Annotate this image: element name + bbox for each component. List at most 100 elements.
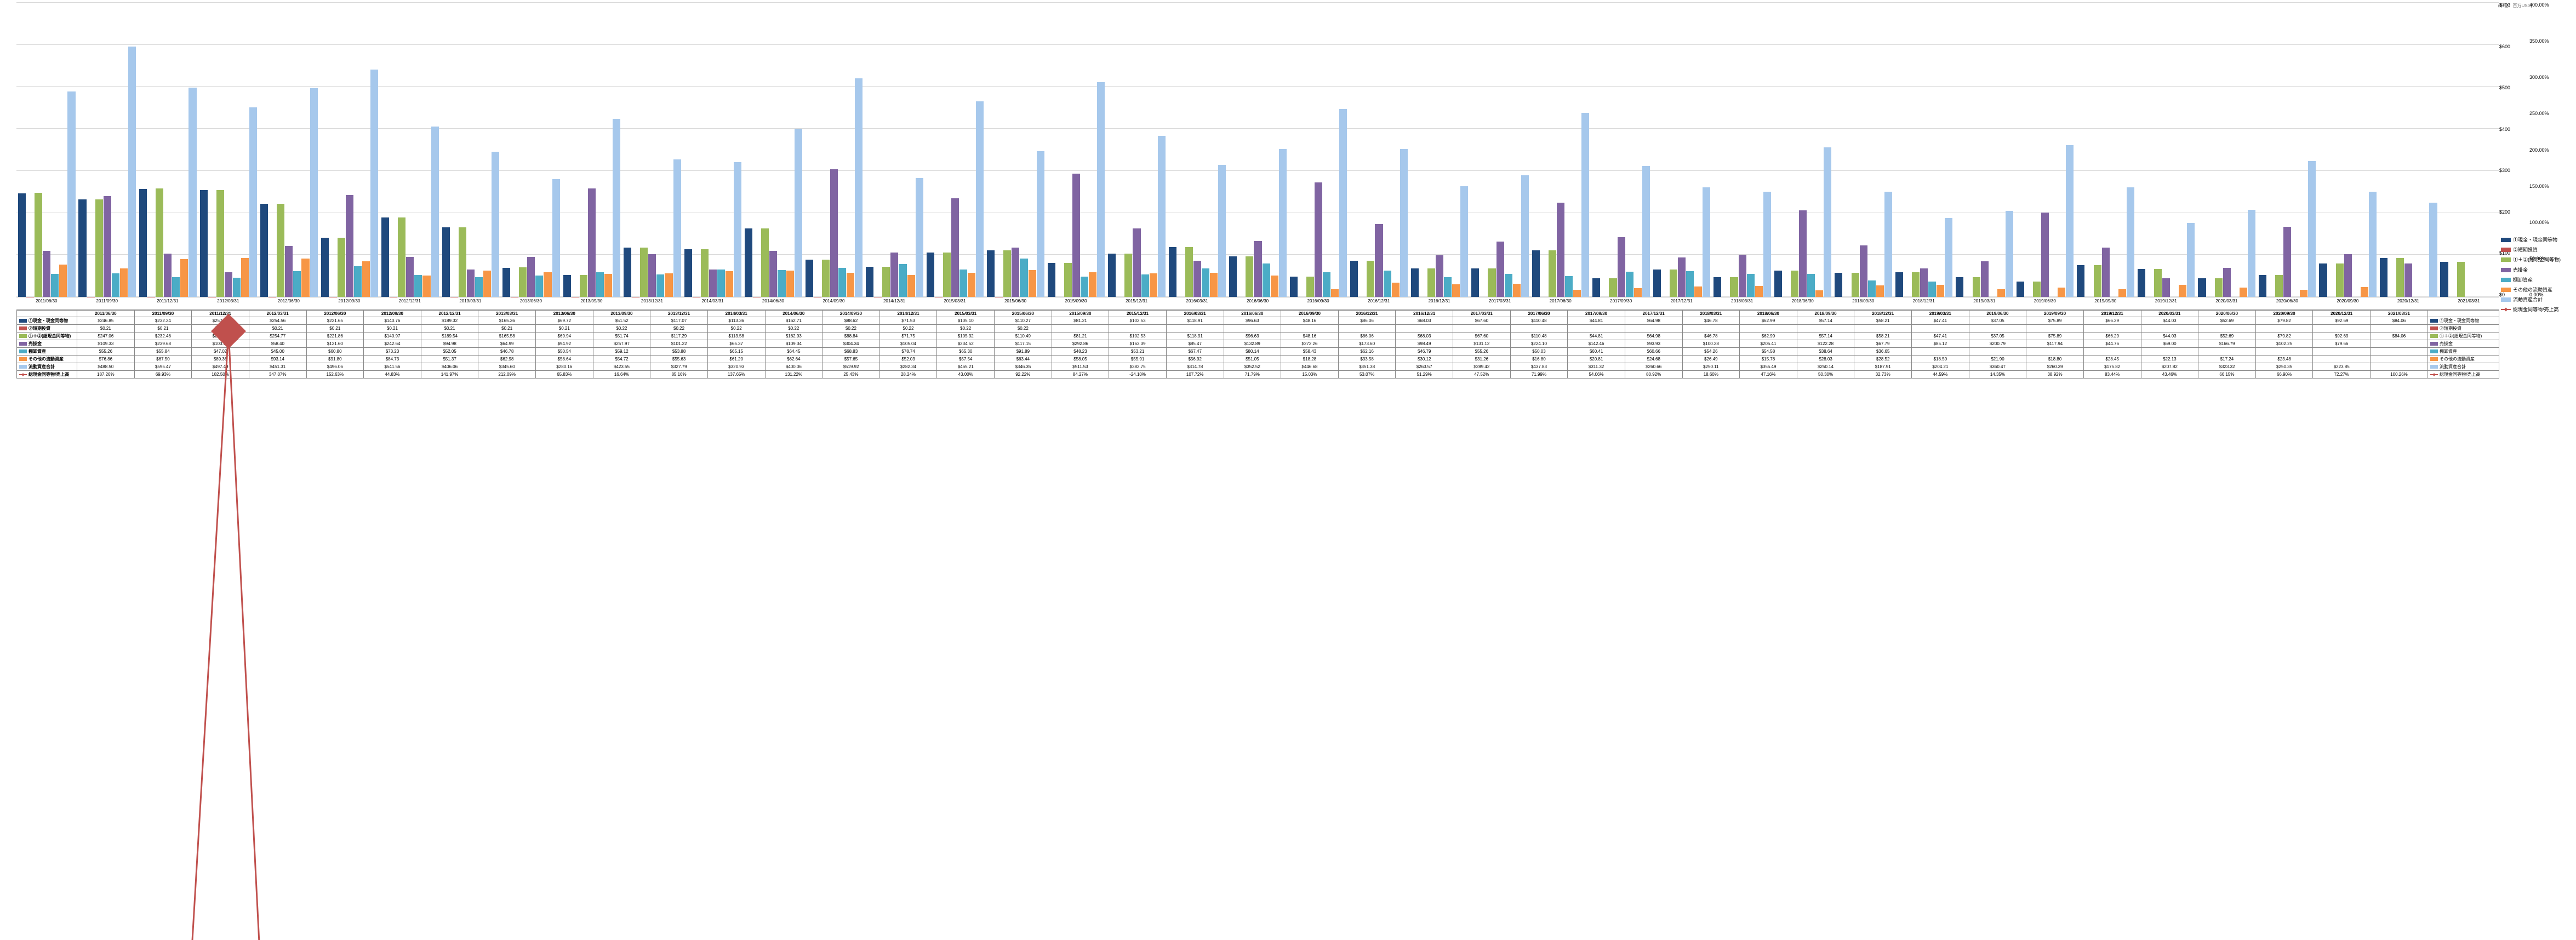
- cell: $131.12: [1453, 340, 1511, 348]
- cell: $382.75: [1109, 363, 1167, 371]
- cell: 80.92%: [1625, 371, 1682, 379]
- bar-ar: [830, 169, 838, 297]
- period-group: [1167, 3, 1228, 297]
- cell: [1969, 348, 2026, 356]
- bar-cash_plus: [1306, 277, 1314, 297]
- y-tick-pct: 400.00%: [2529, 3, 2554, 8]
- y-tick-dollar: $200: [2499, 210, 2524, 215]
- cell: $0.22: [937, 325, 995, 333]
- bar-total_ca: [1460, 186, 1468, 297]
- bar-cash_plus: [943, 253, 951, 297]
- cell: 18.60%: [1682, 371, 1740, 379]
- period-group: [319, 3, 380, 297]
- x-label: 2020/12/31: [2378, 297, 2439, 309]
- bar-inventory: [233, 278, 241, 297]
- legend-label: ①現金・現金同等物: [2513, 236, 2557, 244]
- cell: $162.71: [765, 317, 823, 325]
- cell: $282.34: [879, 363, 937, 371]
- cell: $311.32: [1568, 363, 1625, 371]
- bar-cash_plus: [156, 188, 163, 297]
- bar-other_ca: [1392, 283, 1400, 297]
- legend-label: ①＋②(総現金同等物): [2513, 255, 2561, 264]
- cell: $52.03: [879, 356, 937, 363]
- cell: $62.99: [1740, 317, 1797, 325]
- bar-total_ca: [2066, 145, 2074, 297]
- cell: $173.60: [1338, 340, 1396, 348]
- bar-inventory: [112, 273, 119, 297]
- x-label: 2015/12/31: [1106, 297, 1167, 309]
- bar-cash: [1048, 263, 1055, 297]
- period-group: [2257, 3, 2318, 297]
- cell: 72.27%: [2313, 371, 2371, 379]
- x-label: 2016/09/30: [1288, 297, 1349, 309]
- cell: $30.12: [1396, 356, 1453, 363]
- bar-cash: [1713, 277, 1721, 297]
- table-col-header: 2017/09/30: [1568, 311, 1625, 317]
- period-group: [1894, 3, 1955, 297]
- table-col-header: 2013/06/30: [536, 311, 593, 317]
- period-group: [2015, 3, 2076, 297]
- cell: 141.97%: [421, 371, 478, 379]
- cell: 44.59%: [1912, 371, 1969, 379]
- cell: $118.91: [1166, 317, 1224, 325]
- bar-ar: [1799, 210, 1807, 297]
- bar-total_ca: [1642, 166, 1650, 297]
- x-label: 2019/09/30: [2076, 297, 2137, 309]
- bar-inventory: [656, 274, 664, 297]
- bar-other_ca: [1150, 273, 1157, 297]
- period-group: [1773, 3, 1834, 297]
- bar-cash_plus: [1791, 271, 1798, 297]
- bar-total_ca: [1158, 136, 1166, 297]
- bar-total_ca: [1400, 149, 1408, 297]
- bar-inventory: [596, 272, 604, 297]
- cell: $31.26: [1453, 356, 1511, 363]
- bar-total_ca: [673, 159, 681, 297]
- cell: $0.21: [306, 325, 364, 333]
- bar-ar: [890, 253, 898, 297]
- bar-cash_plus: [519, 267, 527, 297]
- cell: 14.35%: [1969, 371, 2026, 379]
- cell: 131.22%: [765, 371, 823, 379]
- bar-other_ca: [968, 273, 975, 297]
- cell: $50.54: [536, 348, 593, 356]
- cell: $96.63: [1224, 333, 1281, 340]
- bar-total_ca: [1581, 113, 1589, 297]
- cell: $257.47: [192, 333, 249, 340]
- x-label: 2018/09/30: [1833, 297, 1894, 309]
- bar-other_ca: [726, 271, 733, 297]
- cell: 71.79%: [1224, 371, 1281, 379]
- cell: $360.47: [1969, 363, 2026, 371]
- bar-cash: [1532, 250, 1540, 297]
- cell: $24.68: [1625, 356, 1682, 363]
- table-col-header: 2014/12/31: [879, 311, 937, 317]
- bar-other_ca: [1573, 290, 1581, 297]
- table-col-header: 2012/06/30: [306, 311, 364, 317]
- cell: 347.07%: [249, 371, 306, 379]
- bar-cash: [1229, 256, 1237, 297]
- cell: [2255, 348, 2313, 356]
- cell: $260.66: [1625, 363, 1682, 371]
- cell: $189.54: [421, 333, 478, 340]
- period-group: [743, 3, 804, 297]
- cell: 43.00%: [937, 371, 995, 379]
- bar-ar: [346, 195, 353, 297]
- cell: $465.21: [937, 363, 995, 371]
- cell: $320.93: [707, 363, 765, 371]
- cell: $81.21: [1052, 333, 1109, 340]
- table-col-header: 2019/03/31: [1912, 311, 1969, 317]
- legend-swatch: [2501, 297, 2511, 302]
- legend-swatch: [2501, 238, 2511, 242]
- x-label: 2017/03/31: [1470, 297, 1530, 309]
- table-row: 流動資産合計$488.50$595.47$497.49$451.31$496.0…: [17, 363, 2499, 371]
- cell: $33.58: [1338, 356, 1396, 363]
- cell: $75.89: [2026, 333, 2084, 340]
- cell: 28.24%: [879, 371, 937, 379]
- period-group: [1652, 3, 1712, 297]
- cell: $132.89: [1224, 340, 1281, 348]
- bar-ar: [43, 251, 50, 297]
- bar-cash_plus: [1852, 273, 1859, 297]
- period-group: [2075, 3, 2136, 297]
- cell: [2371, 340, 2428, 348]
- cell: $346.35: [995, 363, 1052, 371]
- cell: $117.94: [2026, 340, 2084, 348]
